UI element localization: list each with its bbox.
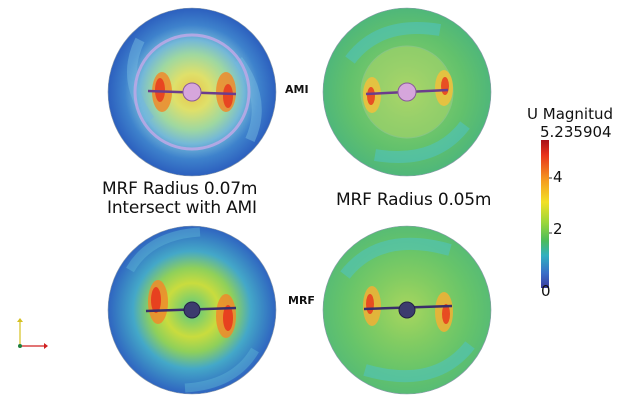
caption-left-line2: Intersect with AMI (107, 198, 257, 218)
panel-bottom-right (322, 225, 492, 395)
rotating-zone-outline (133, 33, 251, 151)
z-axis-icon (18, 344, 22, 348)
colorbar-tick-2: 2 (553, 220, 563, 238)
caption-right: MRF Radius 0.05m (336, 190, 492, 210)
row-label-mrf: MRF (288, 294, 315, 307)
colorbar-gradient (541, 140, 549, 288)
colorbar (541, 140, 552, 288)
impeller-hub (182, 82, 202, 102)
colorbar-tick-4: 4 (553, 168, 563, 186)
colorbar-max-label: 5.235904 (540, 123, 612, 141)
panel-top-right (322, 7, 492, 177)
row-label-ami: AMI (285, 83, 309, 96)
colorbar-min-label: 0 (541, 282, 551, 300)
caption-left-line1: MRF Radius 0.07m (102, 179, 258, 199)
axes-triad (17, 318, 48, 349)
colorbar-title: U Magnitud (527, 105, 613, 123)
panel-bottom-left (107, 225, 277, 395)
panel-top-left (107, 7, 277, 177)
